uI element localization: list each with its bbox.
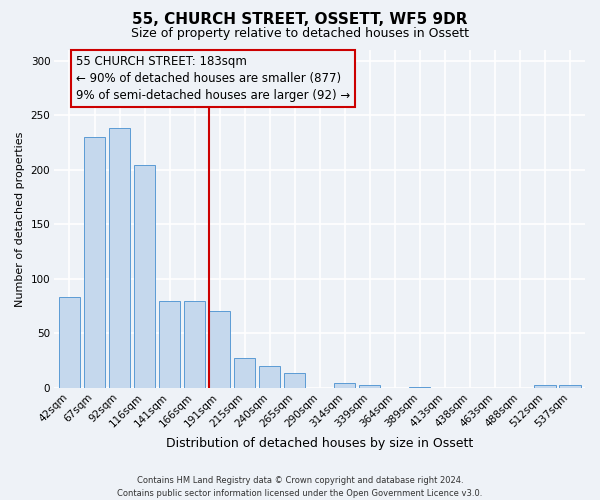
Bar xyxy=(259,366,280,388)
Text: Size of property relative to detached houses in Ossett: Size of property relative to detached ho… xyxy=(131,28,469,40)
Bar xyxy=(184,300,205,388)
Bar xyxy=(284,374,305,388)
Bar xyxy=(359,386,380,388)
Text: Contains HM Land Registry data © Crown copyright and database right 2024.
Contai: Contains HM Land Registry data © Crown c… xyxy=(118,476,482,498)
Bar xyxy=(159,300,180,388)
Text: 55, CHURCH STREET, OSSETT, WF5 9DR: 55, CHURCH STREET, OSSETT, WF5 9DR xyxy=(132,12,468,28)
Bar xyxy=(84,137,105,388)
Bar xyxy=(134,166,155,388)
X-axis label: Distribution of detached houses by size in Ossett: Distribution of detached houses by size … xyxy=(166,437,473,450)
Bar xyxy=(535,386,556,388)
Bar xyxy=(409,386,430,388)
Text: 55 CHURCH STREET: 183sqm
← 90% of detached houses are smaller (877)
9% of semi-d: 55 CHURCH STREET: 183sqm ← 90% of detach… xyxy=(76,55,350,102)
Bar xyxy=(109,128,130,388)
Bar xyxy=(59,297,80,388)
Bar xyxy=(234,358,255,388)
Bar xyxy=(559,386,581,388)
Y-axis label: Number of detached properties: Number of detached properties xyxy=(15,131,25,306)
Bar xyxy=(334,384,355,388)
Bar xyxy=(209,312,230,388)
